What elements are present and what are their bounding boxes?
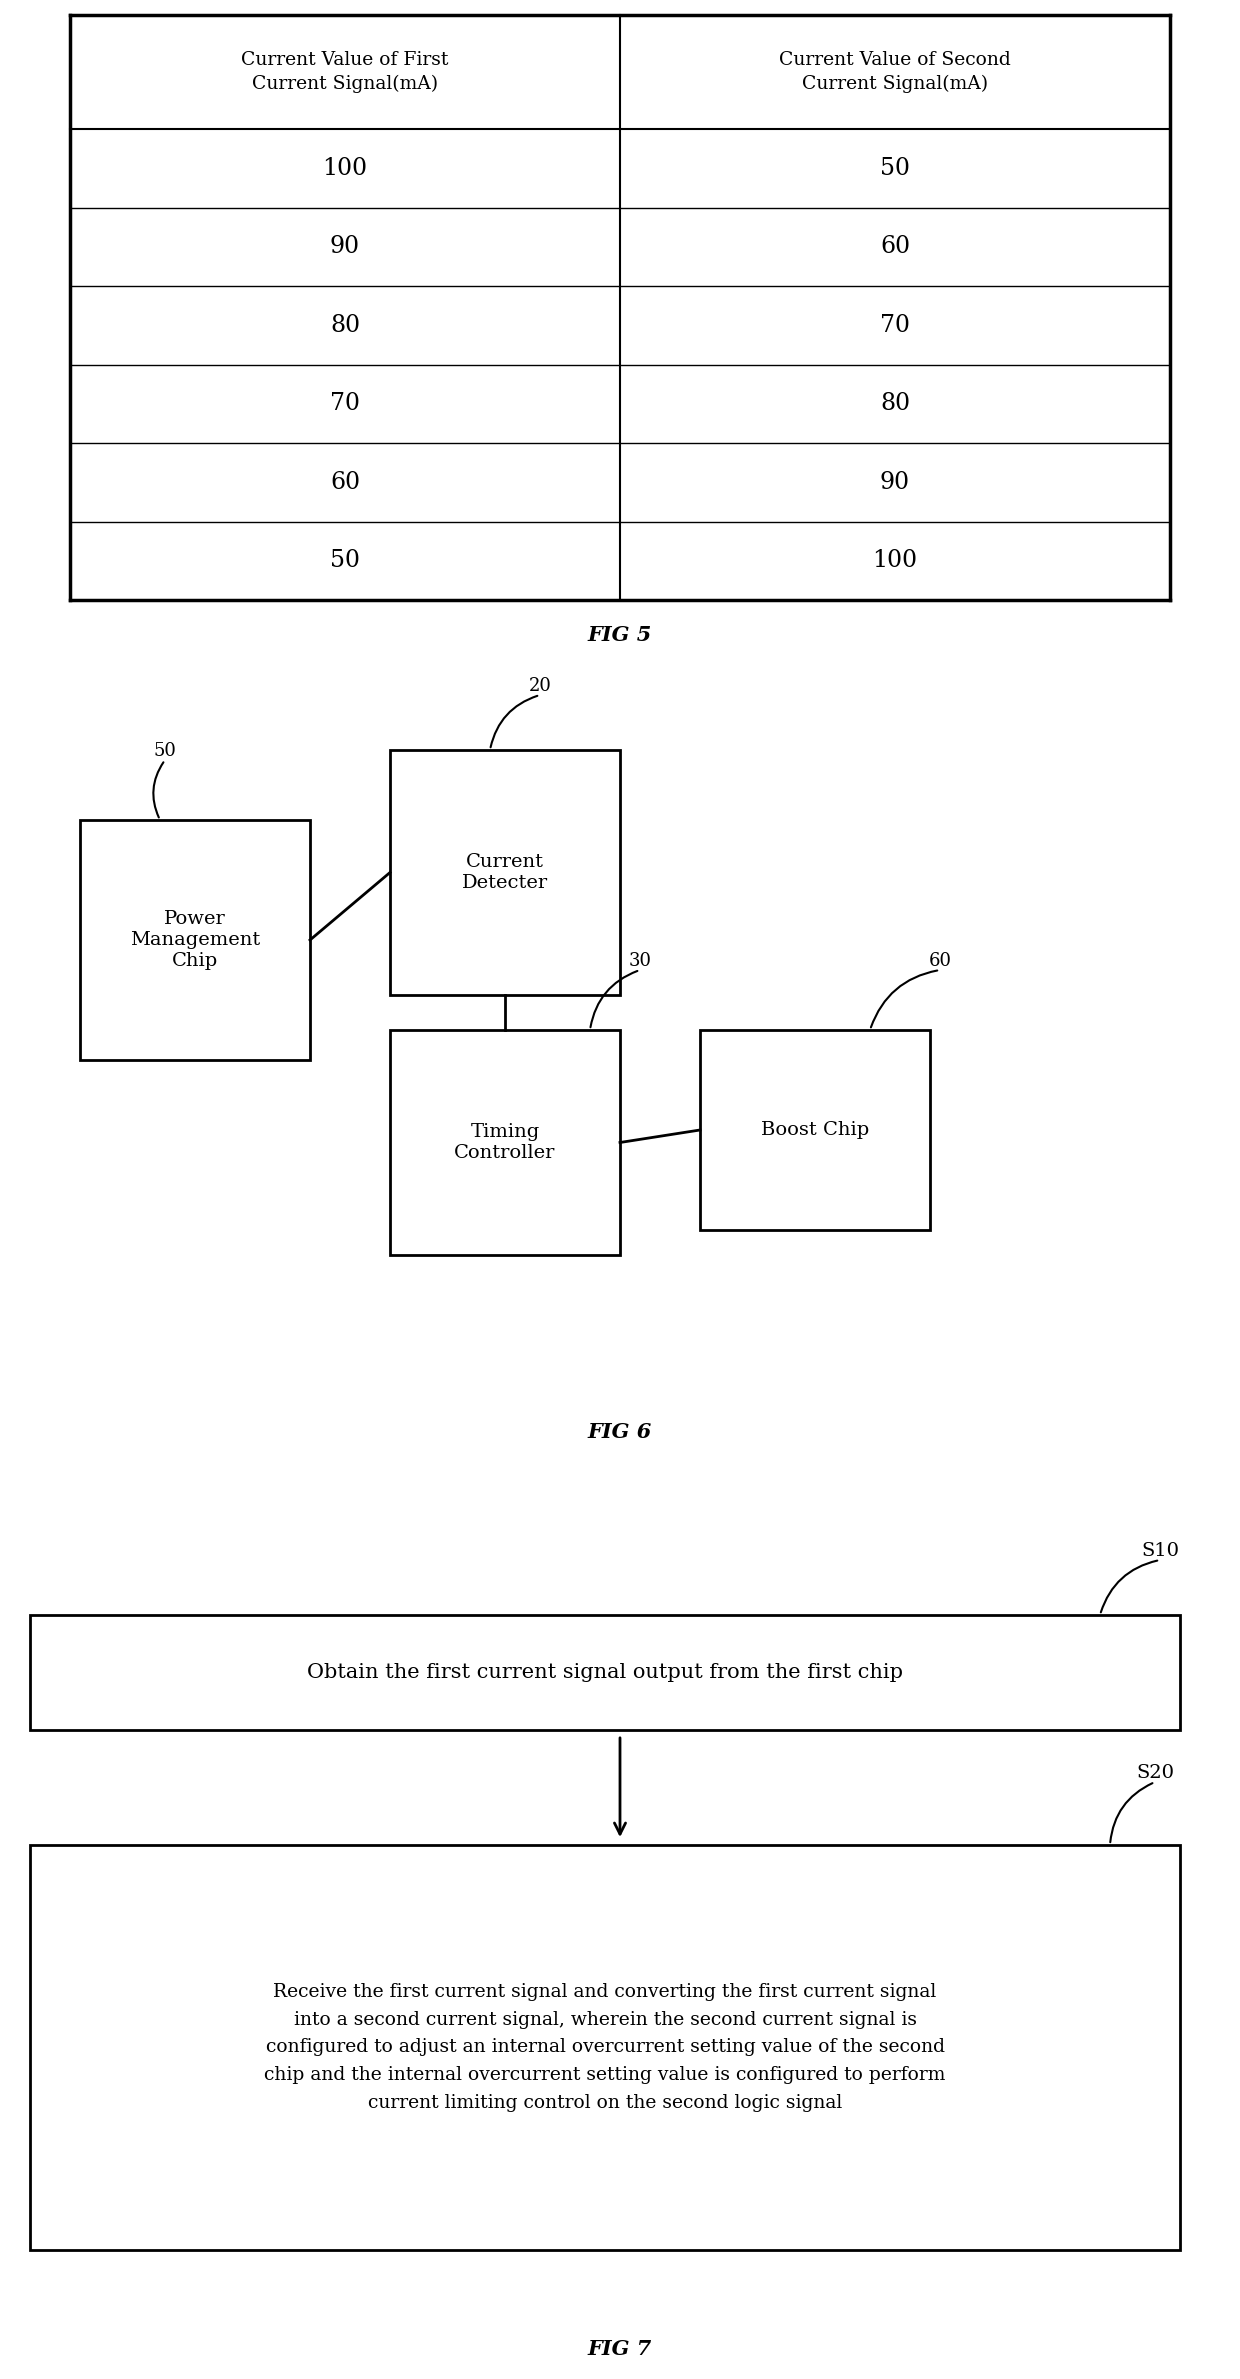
Text: 70: 70 xyxy=(330,393,360,416)
Bar xyxy=(30,1846,1180,2251)
Text: 100: 100 xyxy=(873,550,918,573)
Text: Receive the first current signal and converting the first current signal
into a : Receive the first current signal and con… xyxy=(264,1984,946,2113)
Text: 20: 20 xyxy=(528,678,552,695)
Text: Obtain the first current signal output from the first chip: Obtain the first current signal output f… xyxy=(308,1663,903,1682)
Text: 70: 70 xyxy=(880,314,910,338)
Text: 60: 60 xyxy=(330,471,360,495)
Bar xyxy=(81,821,310,1061)
Text: 80: 80 xyxy=(880,393,910,416)
Text: S20: S20 xyxy=(1136,1763,1174,1782)
Text: 50: 50 xyxy=(154,742,176,759)
Text: 50: 50 xyxy=(330,550,360,573)
Text: 100: 100 xyxy=(322,157,367,181)
Text: 90: 90 xyxy=(330,236,360,259)
Text: FIG 5: FIG 5 xyxy=(588,626,652,645)
Bar xyxy=(701,1030,930,1230)
Text: 30: 30 xyxy=(629,952,651,971)
Text: Timing
Controller: Timing Controller xyxy=(454,1123,556,1161)
Text: Current Value of First
Current Signal(mA): Current Value of First Current Signal(mA… xyxy=(242,50,449,93)
Bar xyxy=(391,1030,620,1256)
Text: FIG 6: FIG 6 xyxy=(588,1423,652,1442)
Text: 50: 50 xyxy=(880,157,910,181)
Text: Power
Management
Chip: Power Management Chip xyxy=(130,911,260,971)
Text: S10: S10 xyxy=(1141,1542,1179,1561)
Bar xyxy=(30,1615,1180,1730)
Text: Current Value of Second
Current Signal(mA): Current Value of Second Current Signal(m… xyxy=(779,50,1011,93)
Text: Current
Detecter: Current Detecter xyxy=(463,854,548,892)
Text: 90: 90 xyxy=(880,471,910,495)
Text: 60: 60 xyxy=(929,952,951,971)
Text: FIG 7: FIG 7 xyxy=(588,2339,652,2360)
Text: 60: 60 xyxy=(880,236,910,259)
Text: 80: 80 xyxy=(330,314,360,338)
Bar xyxy=(391,749,620,994)
Text: Boost Chip: Boost Chip xyxy=(761,1121,869,1140)
